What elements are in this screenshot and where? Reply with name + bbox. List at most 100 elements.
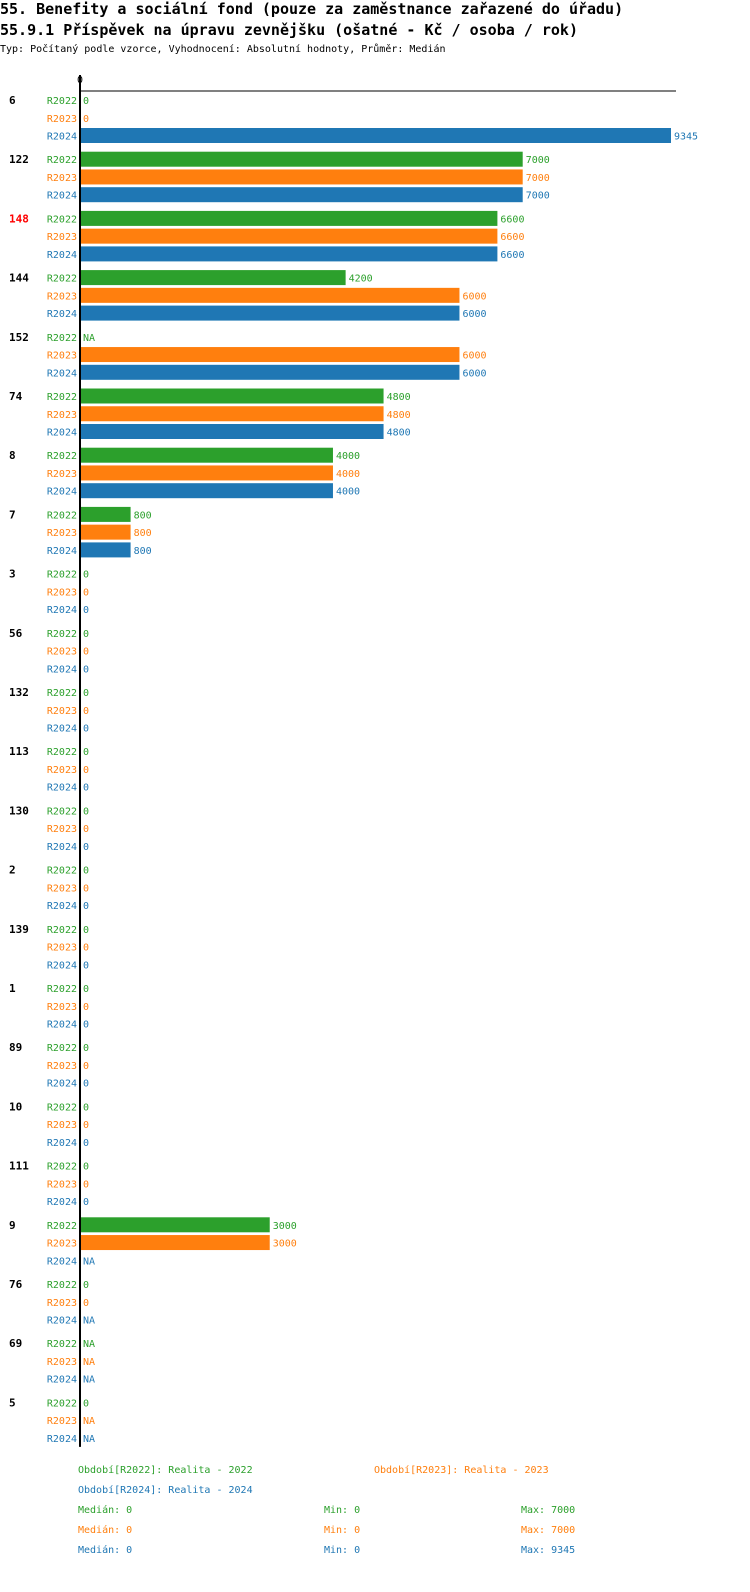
value-label: 9345 [674, 132, 698, 143]
category-label: 152 [9, 331, 29, 344]
value-label: 0 [83, 1179, 89, 1190]
value-label: 0 [83, 765, 89, 776]
stat-max-r2023: Max: 7000 [521, 1525, 576, 1536]
series-label: R2023 [47, 469, 77, 480]
series-label: R2022 [47, 96, 77, 107]
series-label: R2022 [47, 570, 77, 581]
series-label: R2024 [47, 1020, 77, 1031]
category-label: 56 [9, 627, 23, 640]
legend-r2022: Období[R2022]: Realita - 2022 [78, 1465, 253, 1476]
bar-chart: 06R20220R20230R20249345122R20227000R2023… [9, 75, 698, 1447]
series-label: R2022 [47, 1102, 77, 1113]
value-label: 0 [83, 570, 89, 581]
series-label: R2023 [47, 1239, 77, 1250]
series-label: R2023 [47, 1179, 77, 1190]
series-label: R2023 [47, 1002, 77, 1013]
bar [80, 169, 523, 185]
series-label: R2024 [47, 960, 77, 971]
value-label: 0 [83, 806, 89, 817]
series-label: R2024 [47, 250, 77, 261]
category-label: 76 [9, 1278, 23, 1291]
series-label: R2022 [47, 1339, 77, 1350]
series-label: R2023 [47, 410, 77, 421]
value-label: 0 [83, 706, 89, 717]
series-label: R2024 [47, 132, 77, 143]
bar [80, 305, 460, 321]
value-label: 0 [83, 1061, 89, 1072]
value-label: 0 [83, 605, 89, 616]
value-label: 6000 [462, 309, 486, 320]
chart-info: Typ: Počítaný podle vzorce, Vyhodnocení:… [0, 44, 446, 55]
value-label: 6000 [462, 291, 486, 302]
series-label: R2023 [47, 943, 77, 954]
value-label: 7000 [526, 191, 550, 202]
value-label: 0 [83, 1020, 89, 1031]
series-label: R2024 [47, 1197, 77, 1208]
series-label: R2023 [47, 1120, 77, 1131]
category-label: 69 [9, 1337, 22, 1350]
value-label: 0 [83, 925, 89, 936]
category-label: 122 [9, 153, 29, 166]
series-label: R2023 [47, 1298, 77, 1309]
value-label: 6000 [462, 368, 486, 379]
series-label: R2024 [47, 1434, 77, 1445]
value-label: 0 [83, 1162, 89, 1173]
category-label: 89 [9, 1041, 22, 1054]
series-label: R2024 [47, 605, 77, 616]
bar [80, 287, 460, 303]
value-label: 0 [83, 1102, 89, 1113]
bar [80, 424, 384, 439]
series-label: R2022 [47, 925, 77, 936]
chart-title: 55. Benefity a sociální fond (pouze za z… [0, 0, 624, 18]
value-label: NA [83, 1416, 95, 1427]
bar [80, 406, 384, 422]
value-label: 0 [83, 1043, 89, 1054]
series-label: R2024 [47, 309, 77, 320]
series-label: R2022 [47, 1221, 77, 1232]
value-label: 0 [83, 883, 89, 894]
value-label: 3000 [273, 1221, 297, 1232]
bar [80, 542, 131, 558]
bar [80, 447, 333, 463]
category-label: 144 [9, 272, 29, 285]
category-label: 7 [9, 508, 16, 521]
value-label: 0 [83, 783, 89, 794]
series-label: R2022 [47, 1280, 77, 1291]
series-label: R2022 [47, 984, 77, 995]
category-label: 1 [9, 982, 16, 995]
category-label: 148 [9, 212, 29, 225]
series-label: R2022 [47, 747, 77, 758]
bar [80, 128, 671, 143]
bar [80, 524, 131, 540]
bar [80, 364, 460, 380]
value-label: 0 [83, 1298, 89, 1309]
value-label: NA [83, 1357, 95, 1368]
series-label: R2023 [47, 173, 77, 184]
stat-min-r2022: Min: 0 [324, 1505, 361, 1516]
series-label: R2023 [47, 232, 77, 243]
value-label: NA [83, 1339, 95, 1350]
series-label: R2023 [47, 587, 77, 598]
series-label: R2024 [47, 783, 77, 794]
value-label: 4800 [387, 392, 411, 403]
series-label: R2023 [47, 824, 77, 835]
category-label: 6 [9, 94, 16, 107]
series-label: R2023 [47, 765, 77, 776]
value-label: 0 [83, 824, 89, 835]
category-label: 3 [9, 568, 16, 581]
series-label: R2022 [47, 510, 77, 521]
series-label: R2024 [47, 428, 77, 439]
value-label: 0 [83, 984, 89, 995]
series-label: R2024 [47, 724, 77, 735]
series-label: R2024 [47, 1256, 77, 1267]
value-label: 7000 [526, 155, 550, 166]
category-label: 132 [9, 686, 29, 699]
value-label: 0 [83, 1398, 89, 1409]
series-label: R2024 [47, 842, 77, 853]
series-label: R2024 [47, 368, 77, 379]
legend-r2024: Období[R2024]: Realita - 2024 [78, 1485, 253, 1496]
value-label: NA [83, 1256, 95, 1267]
series-label: R2022 [47, 214, 77, 225]
value-label: NA [83, 333, 95, 344]
value-label: NA [83, 1375, 95, 1386]
